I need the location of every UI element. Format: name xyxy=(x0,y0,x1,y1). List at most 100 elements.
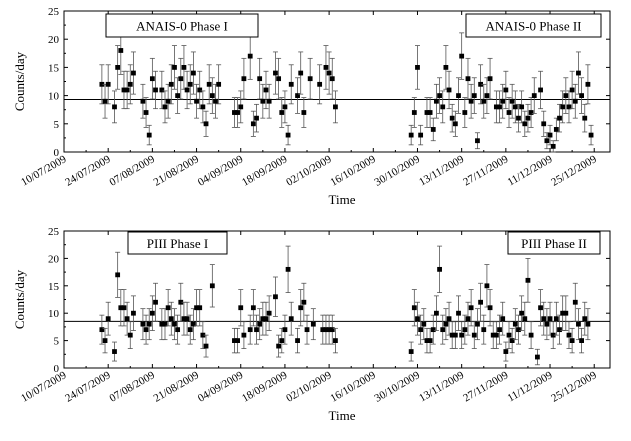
data-point xyxy=(260,98,266,104)
data-point xyxy=(203,121,209,127)
data-point xyxy=(121,305,127,311)
panel-piii: 0 5 10 15 20 25 10/07/200924/07/200907/08/2009… xyxy=(12,226,611,423)
data-point xyxy=(124,87,130,93)
x-tick-label: 24/07/2009 xyxy=(63,369,113,405)
legend-label: ANAIS-0 Phase II xyxy=(485,19,581,34)
data-point xyxy=(509,98,515,104)
data-point xyxy=(418,327,424,333)
data-point xyxy=(260,316,266,322)
y-tick-label: 25 xyxy=(48,226,60,238)
data-point xyxy=(490,332,496,338)
data-point xyxy=(471,93,477,98)
data-point xyxy=(569,87,575,93)
data-point xyxy=(449,332,455,338)
data-point xyxy=(449,115,455,121)
data-point xyxy=(440,327,446,333)
data-point xyxy=(478,299,484,305)
data-point xyxy=(497,327,502,333)
data-point xyxy=(295,93,300,98)
data-point xyxy=(184,87,190,93)
data-point xyxy=(241,76,247,82)
data-point xyxy=(232,110,237,115)
data-point xyxy=(437,266,442,272)
x-tick-label: 24/07/2009 xyxy=(63,153,113,189)
data-point xyxy=(206,81,212,87)
data-point xyxy=(99,81,105,87)
data-point xyxy=(266,310,272,316)
data-point xyxy=(560,310,566,316)
data-point xyxy=(105,81,111,87)
data-point xyxy=(585,321,591,327)
data-point xyxy=(118,48,124,53)
data-point xyxy=(516,327,521,333)
x-tick-label: 04/09/2009 xyxy=(196,153,246,189)
data-point xyxy=(525,115,531,121)
data-point xyxy=(153,299,158,305)
y-tick-label: 20 xyxy=(48,253,60,265)
data-point xyxy=(509,338,515,343)
data-point xyxy=(298,305,304,311)
x-tick-label: 25/12/2009 xyxy=(549,153,599,189)
data-point xyxy=(310,321,316,327)
x-tick-label: 18/09/2009 xyxy=(240,153,290,189)
data-point xyxy=(329,76,335,82)
data-point xyxy=(538,305,543,311)
y-tick-label: 10 xyxy=(48,91,60,103)
data-point xyxy=(563,310,569,316)
data-point xyxy=(497,104,502,110)
data-point xyxy=(304,327,310,333)
data-point xyxy=(560,104,566,110)
y-tick-label: 25 xyxy=(48,6,60,18)
data-point xyxy=(127,332,133,338)
data-point xyxy=(282,327,288,333)
data-point xyxy=(506,332,512,338)
data-point xyxy=(408,132,414,138)
data-point xyxy=(468,98,474,104)
data-point xyxy=(190,321,196,327)
data-point xyxy=(566,332,572,338)
data-point xyxy=(282,104,288,110)
data-point xyxy=(203,343,209,349)
data-point xyxy=(538,87,543,93)
y-tick-label: 0 xyxy=(54,363,60,375)
data-point xyxy=(140,321,146,327)
data-point xyxy=(197,87,203,93)
series-2 xyxy=(408,245,591,366)
data-point xyxy=(572,299,578,305)
x-tick-label: 11/12/2009 xyxy=(505,369,554,404)
x-tick-label: 13/11/2009 xyxy=(417,369,466,404)
data-point xyxy=(522,316,528,322)
data-point xyxy=(172,65,177,70)
x-tick-label: 27/11/2009 xyxy=(461,153,510,188)
data-point xyxy=(143,110,149,115)
data-point xyxy=(500,98,506,104)
x-tick-label: 16/10/2009 xyxy=(328,153,378,189)
data-point xyxy=(187,327,193,333)
data-point xyxy=(250,121,256,127)
data-point xyxy=(131,310,136,316)
data-point xyxy=(443,65,449,70)
series-2 xyxy=(408,32,594,153)
data-point xyxy=(307,76,313,82)
y-tick-label: 5 xyxy=(54,119,60,131)
data-point xyxy=(462,327,468,333)
data-point xyxy=(279,110,285,115)
data-point xyxy=(411,110,417,115)
data-point xyxy=(326,327,332,333)
data-point xyxy=(162,321,168,327)
data-point xyxy=(247,53,253,59)
y-tick-label: 5 xyxy=(54,336,60,348)
data-point xyxy=(528,332,534,338)
data-point xyxy=(487,76,493,82)
data-point xyxy=(547,132,553,138)
data-point xyxy=(582,115,588,121)
data-point xyxy=(440,104,446,110)
data-point xyxy=(550,143,556,149)
x-tick-label: 07/08/2009 xyxy=(107,369,157,405)
data-point xyxy=(273,70,278,76)
legend-label: PIII Phase I xyxy=(147,236,208,251)
data-point xyxy=(209,283,215,289)
data-point xyxy=(323,65,329,70)
data-point xyxy=(238,104,244,110)
data-point xyxy=(585,81,591,87)
